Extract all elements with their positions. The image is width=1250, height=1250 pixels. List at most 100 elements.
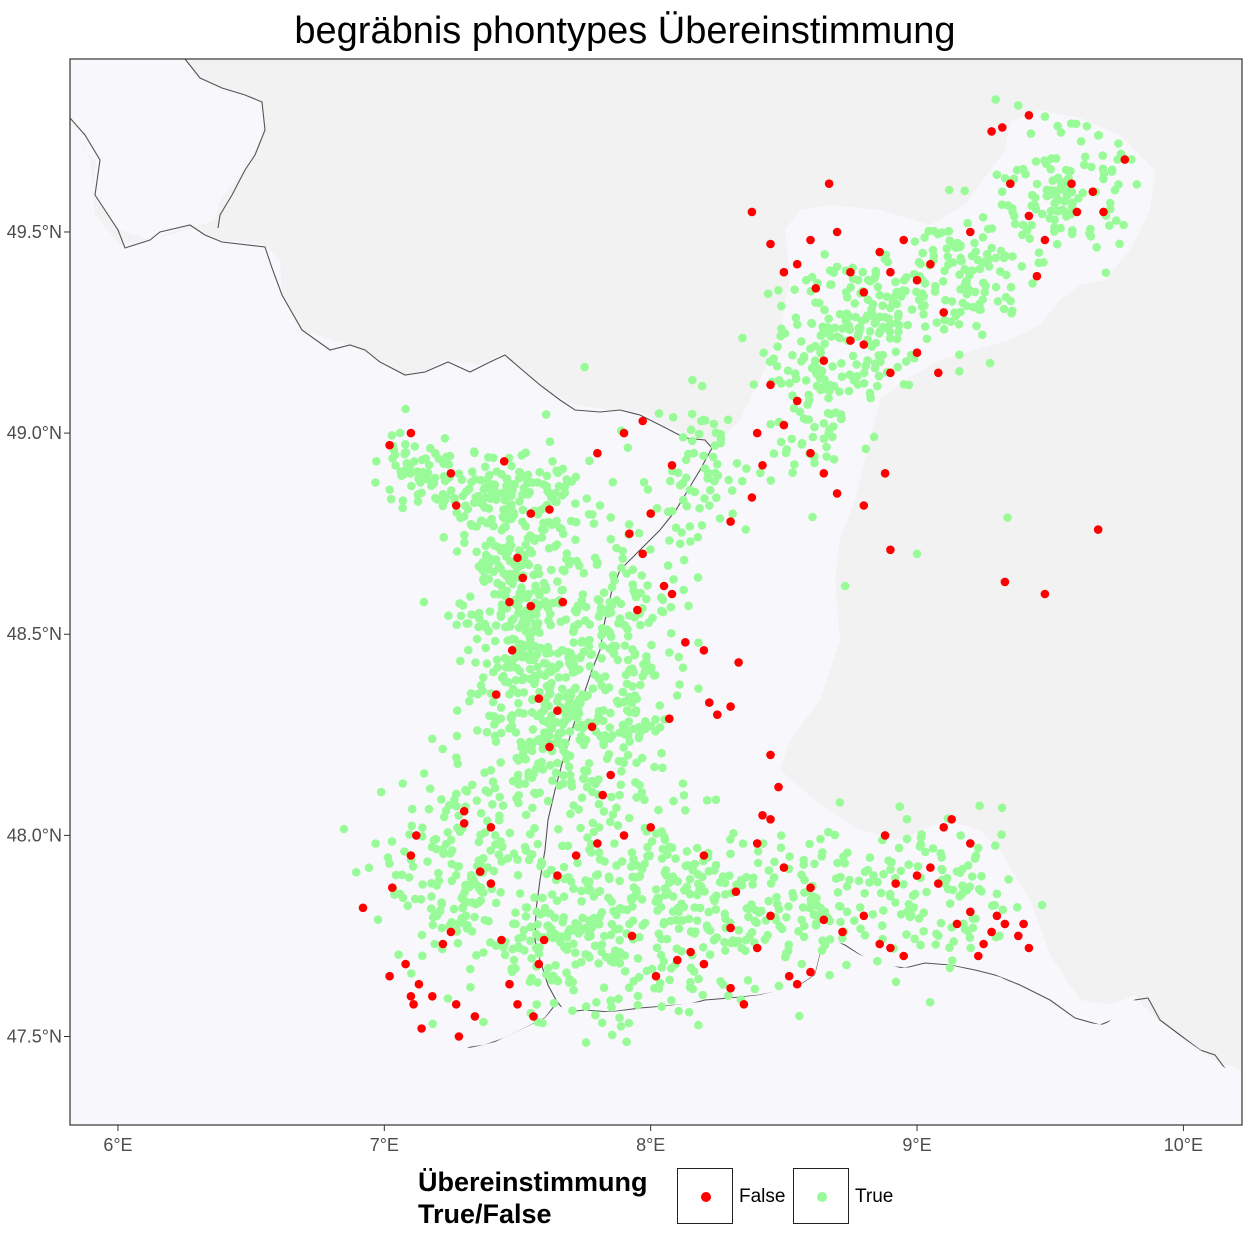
- true-point: [726, 835, 735, 844]
- true-point: [842, 907, 852, 917]
- true-point: [993, 297, 1003, 306]
- false-point: [1006, 179, 1015, 188]
- true-point: [1082, 121, 1092, 131]
- true-point: [417, 488, 426, 498]
- true-point: [709, 419, 719, 429]
- true-point: [637, 865, 647, 874]
- false-point: [766, 911, 775, 921]
- true-point: [654, 805, 663, 815]
- true-point: [1021, 169, 1030, 179]
- true-point: [726, 849, 735, 859]
- true-point: [410, 894, 420, 904]
- true-point: [415, 475, 424, 485]
- false-point: [758, 811, 767, 820]
- true-point: [692, 843, 702, 853]
- true-point: [668, 413, 678, 422]
- true-point: [595, 823, 604, 832]
- true-point: [462, 787, 472, 796]
- true-point: [597, 654, 606, 663]
- false-point: [428, 992, 437, 1001]
- true-point: [873, 381, 882, 391]
- true-point: [491, 941, 501, 950]
- true-point: [568, 1006, 577, 1015]
- true-point: [525, 643, 535, 653]
- true-point: [916, 833, 926, 842]
- chart-title: begräbnis phontypes Übereinstimmung: [294, 10, 956, 52]
- x-tick-label: 8°E: [636, 1135, 665, 1155]
- true-point: [407, 804, 417, 814]
- true-point: [694, 638, 703, 647]
- true-point: [772, 899, 782, 909]
- true-point: [611, 946, 620, 955]
- true-point: [623, 655, 633, 665]
- true-point: [945, 963, 955, 973]
- true-point: [704, 907, 713, 917]
- true-point: [479, 673, 488, 682]
- false-point: [987, 127, 996, 136]
- true-point: [548, 776, 557, 785]
- true-point: [640, 717, 650, 726]
- true-point: [559, 779, 568, 788]
- true-point: [529, 655, 539, 664]
- true-point: [694, 429, 704, 439]
- y-tick-label: 49.5°N: [7, 222, 62, 242]
- true-point: [444, 611, 453, 620]
- true-point: [1037, 900, 1047, 910]
- true-point: [525, 977, 535, 986]
- true-point: [577, 897, 586, 906]
- false-point: [1093, 525, 1103, 534]
- true-point: [549, 998, 559, 1008]
- true-point: [530, 893, 539, 902]
- true-point: [598, 716, 608, 725]
- true-point: [999, 304, 1009, 314]
- true-point: [693, 532, 703, 542]
- true-point: [476, 808, 486, 818]
- legend-title-line1: Übereinstimmung: [418, 1167, 648, 1197]
- outside-region-switzerland: [355, 940, 1242, 1125]
- true-point: [456, 513, 465, 523]
- true-point: [461, 880, 470, 890]
- false-point: [832, 227, 842, 237]
- true-point: [706, 485, 715, 495]
- panel-border: [69, 58, 1243, 1126]
- false-point: [774, 782, 783, 792]
- true-point: [899, 275, 909, 285]
- true-point: [738, 333, 747, 343]
- true-point: [724, 475, 733, 485]
- false-point: [1000, 577, 1010, 587]
- true-point: [554, 824, 563, 834]
- true-point: [912, 549, 922, 559]
- true-point: [547, 520, 557, 529]
- true-point: [1003, 513, 1012, 522]
- false-point: [651, 971, 661, 981]
- true-point: [899, 380, 909, 389]
- false-point: [534, 959, 544, 969]
- true-point: [447, 859, 457, 869]
- true-point: [934, 931, 943, 940]
- true-point: [571, 919, 580, 928]
- true-point: [608, 477, 618, 487]
- true-point: [564, 762, 574, 772]
- true-point: [519, 925, 529, 935]
- true-point: [452, 706, 462, 715]
- true-point: [558, 684, 567, 694]
- false-point: [880, 831, 890, 840]
- false-point: [406, 428, 416, 438]
- true-point: [430, 939, 440, 949]
- true-point: [518, 505, 528, 515]
- true-point: [654, 929, 664, 939]
- y-tick-label: 49.0°N: [7, 423, 62, 443]
- true-point: [386, 494, 396, 504]
- true-point: [753, 847, 763, 856]
- true-point: [992, 170, 1002, 179]
- true-point: [633, 991, 643, 1001]
- true-point: [530, 679, 539, 689]
- true-point: [716, 977, 725, 986]
- false-point: [627, 931, 637, 941]
- true-point: [480, 503, 490, 512]
- true-point: [652, 504, 662, 513]
- true-point: [818, 322, 827, 332]
- true-point: [405, 830, 414, 839]
- true-point: [479, 485, 489, 494]
- true-point: [1027, 220, 1036, 230]
